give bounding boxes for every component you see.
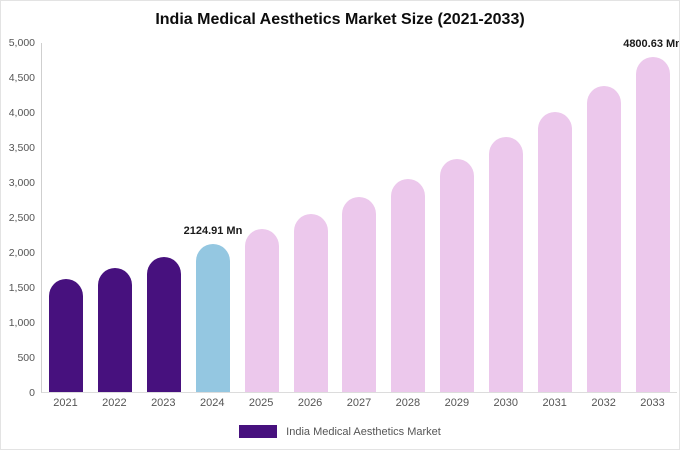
bar-2022 — [98, 268, 133, 392]
y-tick-label: 3,500 — [8, 142, 35, 154]
y-tick-label: 3,000 — [8, 177, 35, 189]
x-axis-label-2030: 2030 — [493, 397, 518, 409]
y-tick-label: 500 — [17, 352, 35, 364]
x-axis-label-2032: 2032 — [591, 397, 616, 409]
bar-2033 — [635, 56, 670, 392]
x-axis-label-2021: 2021 — [53, 397, 78, 409]
x-axis-label-2024: 2024 — [199, 397, 225, 409]
bar-2031 — [537, 112, 572, 392]
x-axis-labels: 2021 2022 2023 2024 2025 2026 2027 2028 2029 2030… — [41, 397, 677, 413]
x-axis-label-2023: 2023 — [151, 397, 176, 409]
y-tick-label: 1,000 — [8, 317, 35, 329]
bar-slot-2021 — [42, 43, 91, 392]
x-axis-label-2025: 2025 — [248, 397, 274, 409]
bar-2032 — [586, 85, 621, 392]
x-axis-label-2029: 2029 — [444, 397, 470, 409]
bars: 2124.91 Mn 4800.63 Mn — [42, 38, 679, 392]
x-axis-label-2031: 2031 — [542, 397, 567, 409]
bar-slot-2032 — [579, 43, 628, 392]
bar-2023 — [147, 256, 182, 392]
y-tick-label: 4,000 — [8, 107, 35, 119]
bar-value-label-2024: 2124.91 Mn — [183, 224, 243, 237]
bar-slot-2031 — [530, 43, 579, 392]
bar-value-label-2033: 4800.63 Mn — [623, 37, 680, 50]
y-tick-label: 5,000 — [8, 37, 35, 49]
y-axis-ticks: 5,000 4,500 4,000 3,500 3,000 2,500 2,000 1,500… — [1, 37, 37, 399]
bar-slot-2030 — [482, 43, 531, 392]
x-axis-label-2022: 2022 — [102, 397, 127, 409]
x-axis-label-2027: 2027 — [346, 397, 372, 409]
bar-2021 — [49, 278, 84, 392]
bar-2025 — [244, 229, 279, 392]
bar-2027 — [342, 197, 377, 392]
y-tick-label: 4,500 — [8, 72, 35, 84]
chart-title: India Medical Aesthetics Market Size (20… — [155, 11, 525, 28]
y-tick-label: 0 — [29, 387, 35, 399]
plot-area: 2124.91 Mn 4800.63 Mn — [41, 38, 679, 393]
bar-slot-2029 — [433, 43, 482, 392]
bar-slot-2024: 2124.91 Mn — [184, 43, 242, 392]
legend-label: India Medical Aesthetics Market — [286, 425, 441, 438]
y-tick-label: 2,000 — [8, 247, 35, 259]
bar-2030 — [489, 136, 524, 392]
bar-slot-2033: 4800.63 Mn — [623, 38, 679, 392]
bar-slot-2025 — [237, 43, 286, 392]
legend: India Medical Aesthetics Market — [1, 425, 679, 438]
bar-slot-2022 — [91, 43, 140, 392]
legend-swatch — [239, 425, 278, 438]
y-tick-label: 1,500 — [8, 282, 35, 294]
bar-2028 — [391, 179, 426, 392]
x-axis-label-2033: 2033 — [640, 397, 665, 409]
bar-2029 — [440, 158, 475, 392]
bar-slot-2028 — [384, 43, 433, 392]
y-tick-label: 2,500 — [8, 212, 35, 224]
x-axis-label-2026: 2026 — [297, 397, 323, 409]
x-axis-label-2028: 2028 — [395, 397, 421, 409]
bar-slot-2026 — [286, 43, 335, 392]
bar-slot-2027 — [335, 43, 384, 392]
bar-slot-2023 — [140, 43, 189, 392]
bar-2026 — [293, 214, 328, 392]
bar-2024 — [195, 243, 230, 392]
